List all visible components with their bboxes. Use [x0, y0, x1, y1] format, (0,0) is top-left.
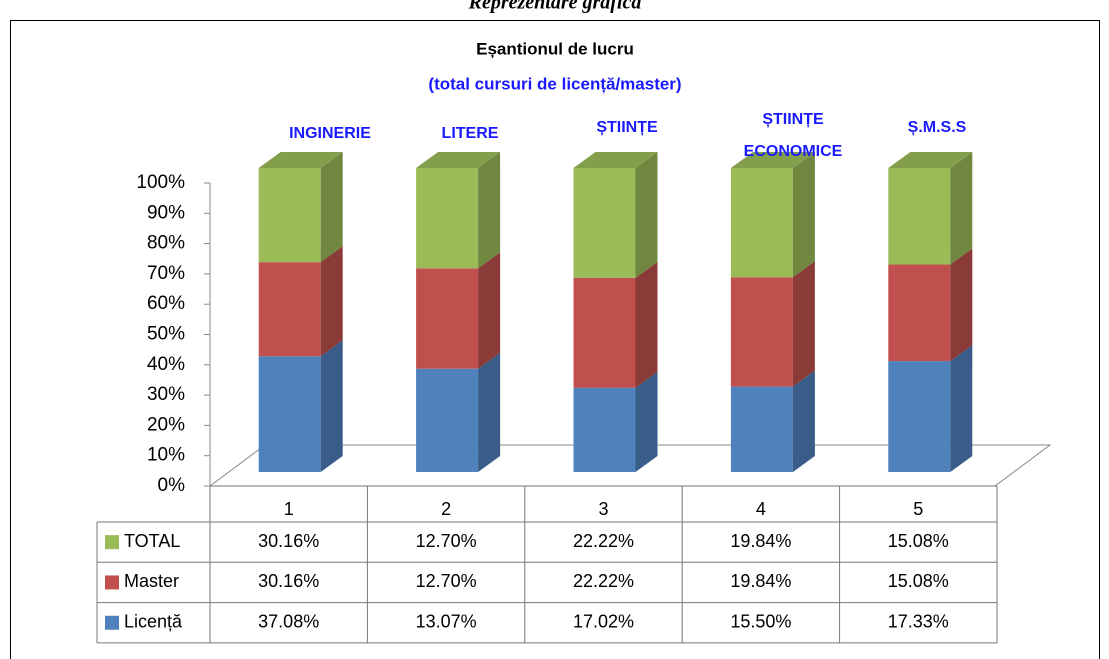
y-tick-label: 30% [147, 384, 185, 405]
table-value: 13.07% [416, 612, 477, 632]
legend-swatch [105, 615, 119, 630]
bar-segment [416, 168, 479, 269]
y-tick-label: 80% [147, 233, 185, 254]
bar-segment [730, 168, 793, 278]
y-tick-label: 0% [158, 475, 186, 496]
table-value: 19.84% [730, 531, 791, 551]
x-tick-label: 4 [756, 499, 766, 519]
bar-side [792, 261, 815, 387]
legend-label: Licență [124, 612, 183, 632]
page-title: Reprezentare grafică [468, 0, 642, 14]
table-value: 17.33% [888, 612, 949, 632]
y-tick-label: 20% [147, 414, 185, 435]
table-value: 15.08% [888, 531, 949, 551]
y-tick-label: 90% [147, 202, 185, 223]
bar-side [320, 340, 343, 472]
y-tick-label: 50% [147, 324, 185, 345]
bar-side [478, 252, 501, 369]
bar-segment [416, 368, 479, 472]
bar-side [950, 248, 973, 362]
bar-segment [888, 168, 951, 265]
table-value: 12.70% [416, 531, 477, 551]
annotation: ȘTIINȚE ECONOMICE [743, 111, 843, 160]
bar-top [573, 152, 658, 168]
bar-side [635, 261, 658, 388]
bar-segment [730, 386, 793, 472]
bar-side [950, 345, 973, 472]
bar-side [320, 246, 343, 357]
annotation: INGINERIE [289, 125, 371, 142]
y-tick-label: 60% [147, 293, 185, 314]
table-value: 22.22% [573, 571, 634, 591]
y-tick-label: 10% [147, 445, 185, 466]
x-tick-label: 5 [913, 499, 923, 519]
x-tick-label: 1 [284, 499, 294, 519]
legend-label: TOTAL [124, 531, 180, 551]
table-value: 37.08% [258, 612, 319, 632]
x-tick-label: 3 [598, 499, 608, 519]
bar-segment [416, 268, 479, 369]
bar-side [320, 152, 343, 263]
bar-top [888, 152, 973, 168]
legend-label: Master [124, 571, 179, 591]
legend-swatch [105, 535, 119, 550]
x-tick-label: 2 [441, 499, 451, 519]
table-value: 22.22% [573, 531, 634, 551]
bar-segment [573, 387, 636, 472]
bar-segment [258, 262, 321, 357]
bar-segment [258, 356, 321, 472]
y-tick-label: 70% [147, 263, 185, 284]
table-value: 17.02% [573, 612, 634, 632]
legend-swatch [105, 575, 119, 590]
bar-top [730, 152, 815, 168]
y-tick-label: 100% [136, 172, 185, 193]
annotation: Ș.M.S.S [907, 119, 967, 136]
chart-subtitle: (total cursuri de licență/master) [428, 74, 681, 93]
table-value: 30.16% [258, 531, 319, 551]
bar-segment [573, 168, 636, 278]
table-value: 15.08% [888, 571, 949, 591]
table-value: 19.84% [730, 571, 791, 591]
bar-side [635, 152, 658, 278]
annotation: ȘTIINȚE [596, 119, 658, 136]
table-value: 12.70% [416, 571, 477, 591]
bar-segment [730, 277, 793, 387]
bar-side [635, 371, 658, 472]
chart-frame [10, 20, 1100, 659]
bar-top [258, 152, 343, 168]
annotation: LITERE [441, 125, 499, 142]
bar-top [416, 152, 501, 168]
bar-side [792, 370, 815, 472]
bar-segment [888, 361, 951, 472]
bar-segment [573, 277, 636, 388]
y-tick-label: 40% [147, 354, 185, 375]
table-value: 15.50% [730, 612, 791, 632]
bar-side [478, 152, 501, 269]
bar-side [950, 152, 973, 265]
bar-segment [258, 168, 321, 263]
table-value: 30.16% [258, 571, 319, 591]
chart-title: Eșantionul de lucru [476, 39, 634, 58]
bar-segment [888, 264, 951, 362]
bar-side [478, 352, 501, 472]
bar-side [792, 152, 815, 278]
